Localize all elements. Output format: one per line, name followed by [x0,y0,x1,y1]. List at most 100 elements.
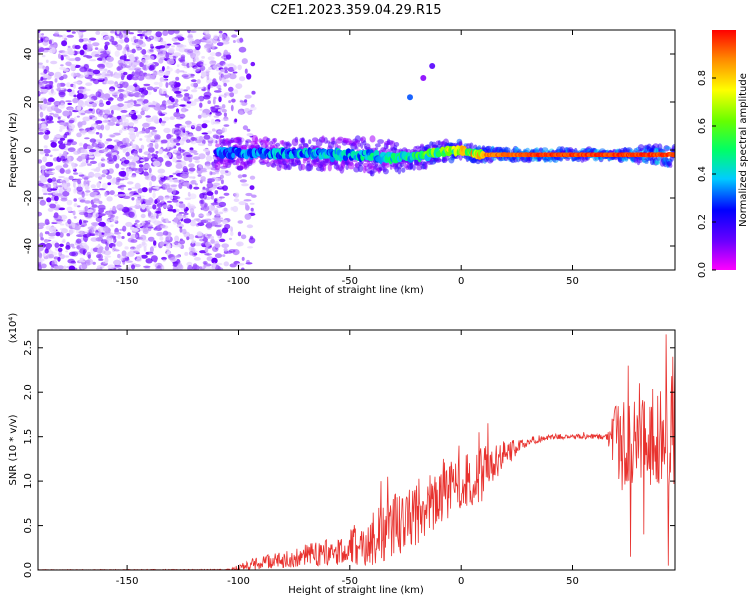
heatmap-noise-cell [104,255,112,258]
heatmap-noise-cell [48,254,54,259]
heatmap-noise-cell [182,228,187,235]
heatmap-noise-cell [146,86,154,91]
heatmap-noise-cell [84,137,90,140]
heatmap-noise-cell [59,168,65,174]
heatmap-noise-cell [218,196,225,199]
heatmap-noise-cell [73,181,76,188]
heatmap-noise-cell [162,230,169,236]
heatmap-noise-cell [84,237,88,243]
heatmap-noise-cell [84,193,89,196]
heatmap-noise-cell [173,52,181,57]
heatmap-noise-cell [78,172,83,175]
heatmap-noise-cell [145,63,150,70]
heatmap-noise-cell [38,244,44,252]
heatmap-noise-cell [154,201,159,204]
heatmap-noise-cell [129,49,137,53]
heatmap-noise-cell [108,214,116,218]
heatmap-noise-cell [189,208,195,214]
heatmap-noise-cell [200,202,209,208]
heatmap-noise-cell [204,70,211,73]
heatmap-noise-cell [126,46,130,53]
heatmap-band-halo-cell [309,164,313,168]
heatmap-noise-cell [222,219,228,225]
heatmap-noise-cell [113,264,122,268]
heatmap-band-halo-cell [266,161,271,168]
heatmap-noise-cell [213,34,219,40]
heatmap-noise-cell [205,155,213,162]
heatmap-noise-cell [50,105,59,111]
heatmap-noise-cell [44,168,53,172]
heatmap-noise-cell [85,159,89,164]
heatmap-noise-cell [43,192,48,196]
heatmap-noise-cell [98,213,106,217]
x-tick-label: -50 [342,576,358,587]
heatmap-noise-cell [71,163,76,171]
heatmap-noise-cell [125,60,132,64]
heatmap-noise-cell [219,60,226,66]
heatmap-noise-cell [153,81,160,85]
heatmap-noise-cell [153,256,158,263]
heatmap-noise-cell [104,140,109,145]
heatmap-noise-cell [142,229,149,235]
heatmap-noise-cell [107,97,114,101]
heatmap-noise-cell [91,95,98,101]
heatmap-noise-cell [214,225,222,228]
heatmap-noise-cell [179,59,186,63]
heatmap-noise-cell [71,89,75,94]
heatmap-noise-cell [203,193,207,200]
heatmap-band-halo-cell [401,167,406,173]
heatmap-noise-cell [41,169,45,176]
heatmap-band-halo-cell [525,147,530,153]
heatmap-noise-cell [215,52,222,57]
heatmap-noise-cell [51,47,56,54]
heatmap-noise-cell [38,92,44,94]
heatmap-noise-cell [206,74,210,81]
heatmap-noise-cell [155,210,162,214]
heatmap-noise-cell [188,163,195,168]
heatmap-noise-cell [47,178,53,184]
heatmap-noise-cell [40,88,48,94]
heatmap-noise-cell [170,97,175,103]
heatmap-noise-cell [40,76,44,81]
heatmap-noise-cell [43,70,50,73]
heatmap-noise-cell [123,53,127,61]
heatmap-noise-cell [179,113,186,119]
heatmap-noise-cell [127,85,135,91]
heatmap-noise-cell [103,230,112,236]
heatmap-noise-cell [55,204,61,210]
heatmap-noise-cell [67,107,74,111]
heatmap-noise-cell [188,62,192,68]
heatmap-band-halo-cell [300,137,306,146]
y-tick-label: 2.5 [23,340,34,356]
heatmap-band-halo-cell [334,162,339,167]
heatmap-noise-cell [91,102,98,108]
heatmap-noise-cell [152,71,158,77]
heatmap-noise-cell [134,71,141,78]
heatmap-noise-cell [179,104,186,107]
heatmap-noise-cell [197,167,201,171]
heatmap-noise-cell [192,156,201,161]
heatmap-noise-cell [132,156,140,162]
heatmap-noise-cell [78,30,87,33]
heatmap-noise-cell [197,222,205,227]
heatmap-noise-cell [105,62,114,68]
heatmap-noise-cell [54,242,60,248]
heatmap-noise-cell [232,71,238,74]
heatmap-noise-cell [48,39,53,45]
heatmap-noise-cell [212,64,220,70]
x-tick-label: 0 [458,276,464,287]
heatmap-noise-cell [70,141,78,146]
heatmap-noise-cell [83,180,91,183]
heatmap-noise-cell [50,141,57,148]
heatmap-noise-cell [247,110,253,116]
heatmap-noise-cell [68,119,75,124]
heatmap-noise-cell [134,110,139,113]
heatmap-noise-cell [113,249,120,252]
heatmap-noise-cell [54,195,59,202]
heatmap-noise-cell [81,183,85,188]
heatmap-noise-cell [100,51,107,54]
heatmap-noise-cell [45,171,53,174]
heatmap-noise-cell [206,233,212,237]
heatmap-noise-cell [228,237,233,241]
heatmap-band-halo-cell [275,142,281,147]
